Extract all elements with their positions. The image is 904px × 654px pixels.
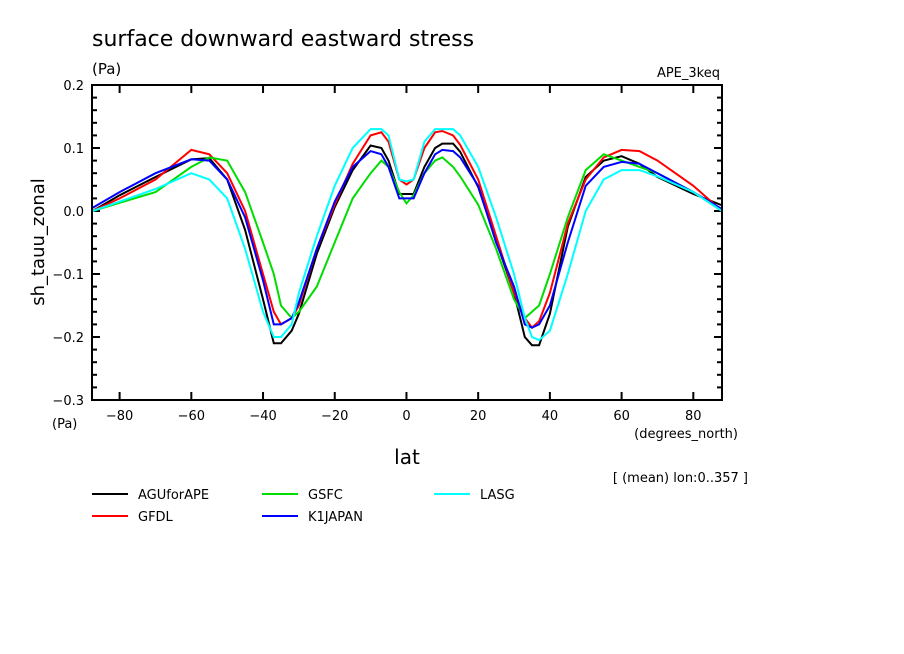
x-axis-label: lat [394,445,420,469]
y-tick-label: −0.1 [52,268,84,283]
y-tick-label: 0.1 [63,142,84,157]
x-tick-label: 0 [402,409,410,424]
x-tick-label: −80 [106,409,133,424]
x-tick-label: 20 [470,409,487,424]
legend-label: GSFC [308,488,343,503]
chart-title: surface downward eastward stress [92,27,474,52]
legend: AGUforAPE GFDL GSFC K1JAPAN LASG [92,488,515,525]
y-tick-label: 0.0 [63,205,84,220]
y-tick-label: 0.2 [63,79,84,94]
y-tick-label: −0.2 [52,331,84,346]
legend-label: AGUforAPE [138,488,209,503]
series-line-k1japan [92,148,723,329]
y-axis-label: sh_tauu_zonal [28,178,49,306]
series-line-lasg [92,128,723,342]
title-units: (Pa) [92,60,121,78]
y-tick-label: −0.3 [52,394,84,409]
mean-annotation: [ (mean) lon:0..357 ] [613,471,748,486]
plot-frame [91,84,723,401]
x-tick-label: 60 [613,409,630,424]
legend-label: GFDL [138,510,174,525]
x-axis-units: (degrees_north) [634,427,738,442]
x-tick-label: −20 [321,409,348,424]
experiment-label: APE_3keq [657,66,720,81]
x-tick-label: −40 [249,409,276,424]
axis-ticks: −80 −60 −40 −20 0 20 40 60 80 0.2 0.1 0.0 −0.1 −0.2 −0… [52,79,722,424]
legend-label: LASG [480,488,515,503]
x-tick-label: 80 [685,409,702,424]
series-lines [92,128,723,347]
series-line-gsfc [92,153,723,320]
x-tick-label: −60 [178,409,205,424]
legend-label: K1JAPAN [308,510,363,525]
y-axis-units: (Pa) [52,417,77,432]
x-tick-label: 40 [542,409,559,424]
